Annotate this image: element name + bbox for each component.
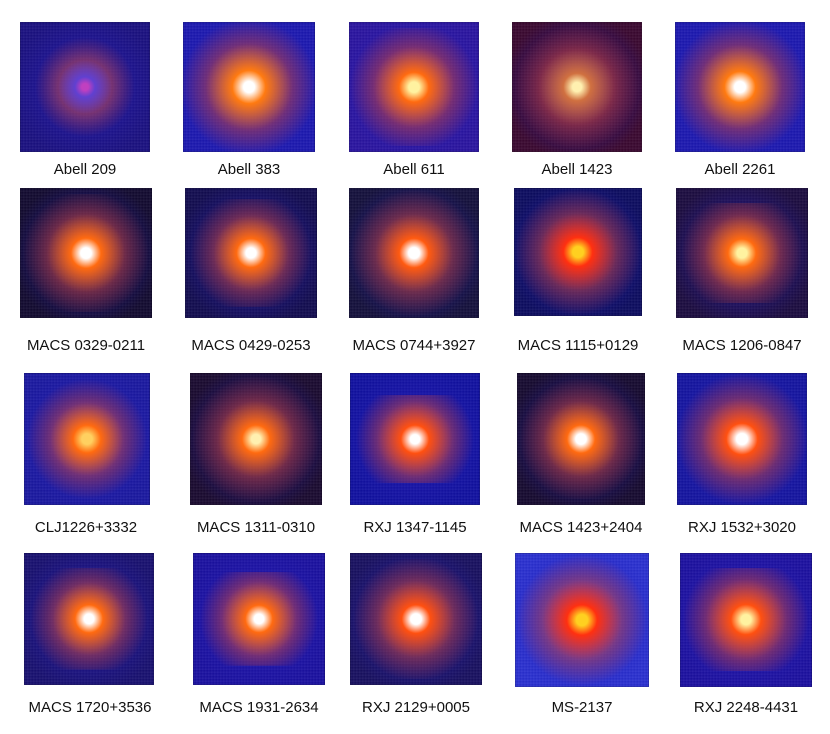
cluster-label: CLJ1226+3332 — [34, 519, 138, 536]
cluster-image — [350, 373, 480, 505]
cluster-label: MACS 0744+3927 — [352, 337, 476, 354]
cluster-label: Abell 611 — [383, 161, 445, 178]
cluster-label: RXJ 2248-4431 — [693, 699, 799, 716]
cluster-label: MACS 1931-2634 — [199, 699, 319, 716]
cluster-image — [183, 22, 315, 152]
cluster-image — [193, 553, 325, 685]
cluster-label: Abell 1423 — [541, 161, 613, 178]
cluster-label: MACS 1206-0847 — [682, 337, 802, 354]
cluster-image — [24, 553, 154, 685]
cluster-image — [677, 373, 807, 505]
cluster-image — [20, 188, 152, 318]
cluster-image — [185, 188, 317, 318]
cluster-image — [515, 553, 649, 687]
cluster-image — [676, 188, 808, 318]
cluster-image — [349, 22, 479, 152]
cluster-image — [350, 553, 482, 685]
cluster-label: MACS 1423+2404 — [519, 519, 643, 536]
cluster-image — [675, 22, 805, 152]
cluster-label: Abell 2261 — [704, 161, 776, 178]
cluster-label: MACS 0429-0253 — [191, 337, 311, 354]
cluster-label: RXJ 1532+3020 — [687, 519, 797, 536]
cluster-label: MACS 0329-0211 — [26, 337, 146, 354]
cluster-image — [514, 188, 642, 316]
cluster-label: MACS 1115+0129 — [517, 337, 639, 354]
cluster-label: RXJ 1347-1145 — [363, 519, 467, 536]
cluster-label: Abell 209 — [53, 161, 117, 178]
cluster-image — [20, 22, 150, 152]
cluster-label: RXJ 2129+0005 — [361, 699, 471, 716]
cluster-label: MS-2137 — [551, 699, 613, 716]
cluster-image — [190, 373, 322, 505]
cluster-image — [517, 373, 645, 505]
cluster-label: Abell 383 — [217, 161, 281, 178]
cluster-image — [349, 188, 479, 318]
cluster-label: MACS 1311-0310 — [196, 519, 316, 536]
cluster-image — [512, 22, 642, 152]
cluster-label: MACS 1720+3536 — [28, 699, 152, 716]
cluster-image — [24, 373, 150, 505]
cluster-image — [680, 553, 812, 687]
